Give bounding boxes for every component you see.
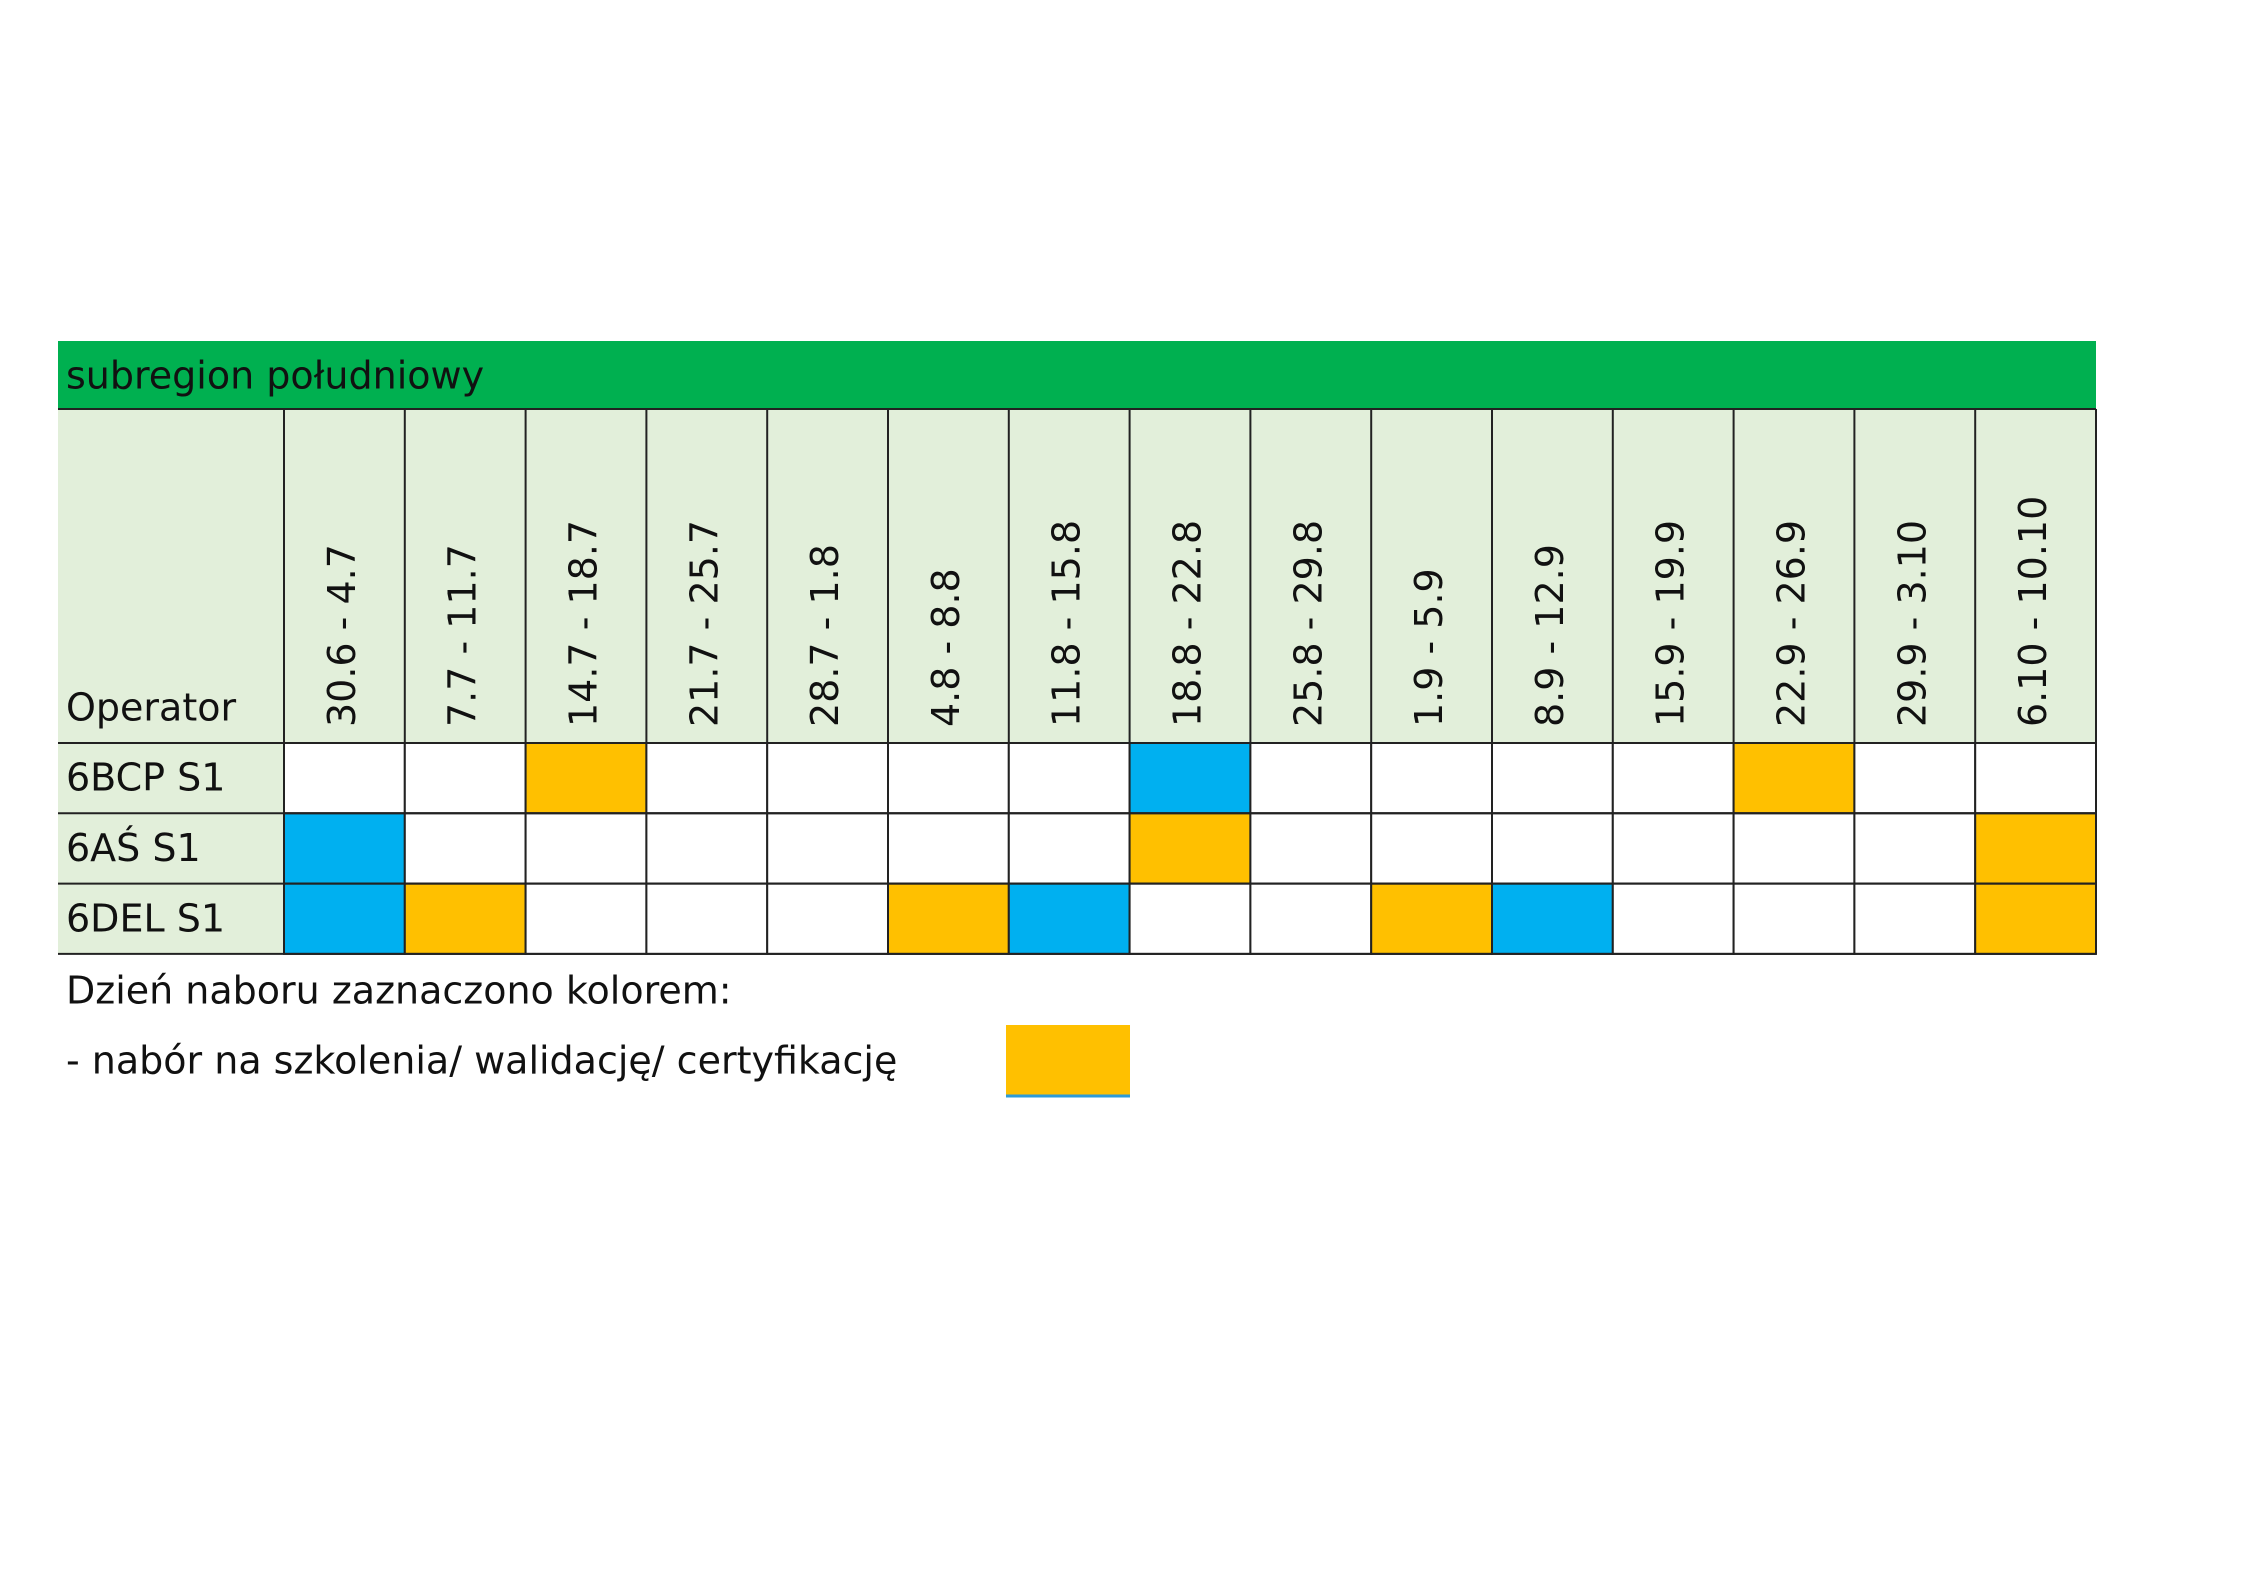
column-header: 30.6 - 4.7 xyxy=(320,544,364,727)
cell xyxy=(524,882,648,955)
cell xyxy=(403,742,527,815)
cell xyxy=(1974,882,2097,955)
cell xyxy=(1007,812,1131,885)
cell xyxy=(887,742,1010,815)
cell xyxy=(403,882,527,955)
cell xyxy=(1128,812,1252,885)
column-header: 7.7 - 11.7 xyxy=(441,544,485,727)
cell xyxy=(1007,882,1131,955)
cell xyxy=(1732,742,1856,815)
cell xyxy=(524,812,648,885)
cell xyxy=(1370,742,1493,815)
legend-heading: Dzień naboru zaznaczono kolorem: xyxy=(66,969,732,1013)
cell xyxy=(1249,882,1373,955)
row-label: 6AŚ S1 xyxy=(66,826,201,870)
cell xyxy=(645,882,769,955)
legend-item: - nabór na szkolenia/ walidację/ certyfi… xyxy=(66,1039,897,1083)
cell xyxy=(1491,742,1614,815)
column-header: 1.9 - 5.9 xyxy=(1407,568,1451,727)
cell xyxy=(283,742,406,815)
cell xyxy=(524,742,648,815)
cell xyxy=(1853,742,1977,815)
cell xyxy=(1611,742,1735,815)
cell xyxy=(887,882,1010,955)
column-header: 25.8 - 29.8 xyxy=(1286,520,1330,727)
cell xyxy=(403,812,527,885)
cell xyxy=(283,812,406,885)
title-bar xyxy=(58,341,2096,409)
cell xyxy=(1732,882,1856,955)
row-label-cell xyxy=(58,743,284,814)
row-label-cell xyxy=(58,883,284,954)
cell xyxy=(1611,882,1735,955)
cell xyxy=(1128,882,1252,955)
row-label-cell xyxy=(58,813,284,884)
column-header: 15.9 - 19.9 xyxy=(1649,520,1693,727)
column-header: 21.7 - 25.7 xyxy=(682,520,726,727)
legend-swatch xyxy=(1006,1025,1130,1095)
column-header: 4.8 - 8.8 xyxy=(924,568,968,727)
column-header: 11.8 - 15.8 xyxy=(1045,520,1089,727)
cell xyxy=(1370,882,1493,955)
cell xyxy=(887,812,1010,885)
cell xyxy=(766,742,890,815)
row-label: 6BCP S1 xyxy=(66,756,225,800)
cell xyxy=(1853,882,1977,955)
cell xyxy=(645,812,769,885)
cell xyxy=(766,882,890,955)
column-header: 8.9 - 12.9 xyxy=(1528,544,1572,727)
cell xyxy=(766,812,890,885)
header-label: Operator xyxy=(66,686,236,730)
cell xyxy=(1732,812,1856,885)
column-header: 18.8 - 22.8 xyxy=(1166,520,1210,727)
cell xyxy=(1491,812,1614,885)
cell xyxy=(1853,812,1977,885)
cell xyxy=(645,742,769,815)
header-row xyxy=(58,409,2096,743)
cell xyxy=(1370,812,1493,885)
cell xyxy=(1491,882,1614,955)
column-header: 22.9 - 26.9 xyxy=(1770,520,1814,727)
column-header: 29.9 - 3.10 xyxy=(1890,520,1934,727)
table-title: subregion południowy xyxy=(66,354,484,398)
cell xyxy=(1974,742,2097,815)
cell xyxy=(1249,812,1373,885)
row-label: 6DEL S1 xyxy=(66,896,225,940)
cell xyxy=(1007,742,1131,815)
cell xyxy=(1128,742,1252,815)
column-header: 6.10 - 10.10 xyxy=(2011,496,2055,727)
cell xyxy=(1249,742,1373,815)
column-header: 14.7 - 18.7 xyxy=(562,520,606,727)
cell xyxy=(1974,812,2097,885)
cell xyxy=(1611,812,1735,885)
column-header: 28.7 - 1.8 xyxy=(803,544,847,727)
cell xyxy=(283,882,406,955)
